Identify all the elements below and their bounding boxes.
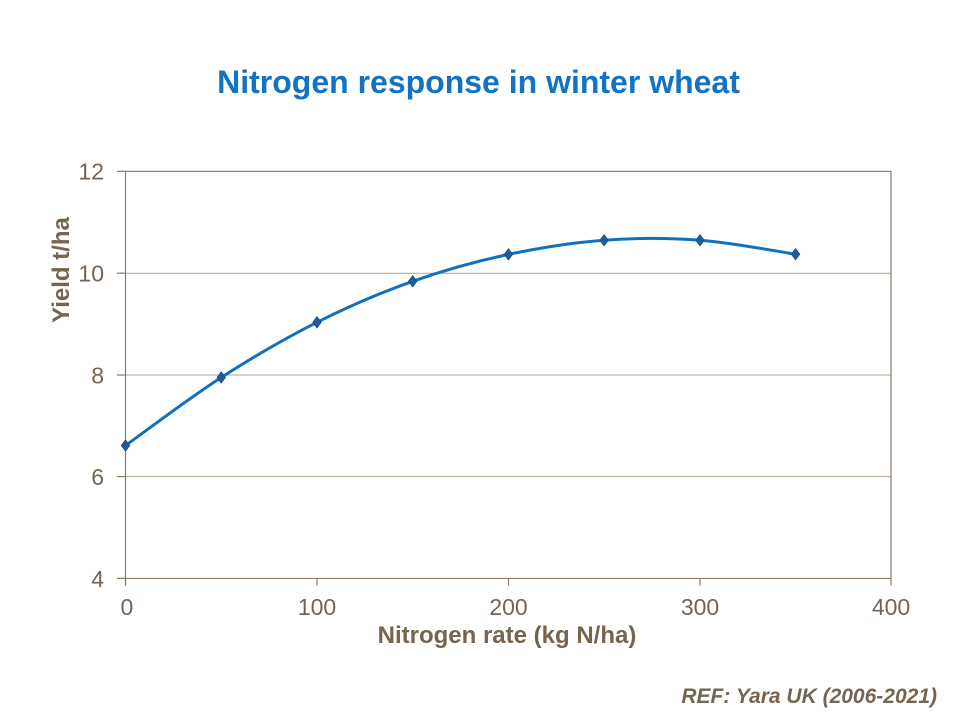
- svg-text:6: 6: [91, 464, 104, 490]
- svg-text:4: 4: [91, 566, 104, 592]
- svg-text:100: 100: [298, 594, 336, 620]
- svg-text:REF: Yara UK (2006-2021): REF: Yara UK (2006-2021): [681, 685, 937, 708]
- svg-text:400: 400: [872, 594, 910, 620]
- svg-text:8: 8: [91, 362, 104, 388]
- svg-text:12: 12: [78, 159, 104, 185]
- svg-text:Yield t/ha: Yield t/ha: [48, 216, 75, 322]
- svg-text:10: 10: [78, 261, 104, 287]
- svg-text:Nitrogen response in winter wh: Nitrogen response in winter wheat: [217, 64, 740, 100]
- svg-text:Nitrogen rate (kg N/ha): Nitrogen rate (kg N/ha): [378, 622, 637, 649]
- svg-text:300: 300: [681, 594, 719, 620]
- svg-text:200: 200: [489, 594, 527, 620]
- svg-text:0: 0: [121, 594, 134, 620]
